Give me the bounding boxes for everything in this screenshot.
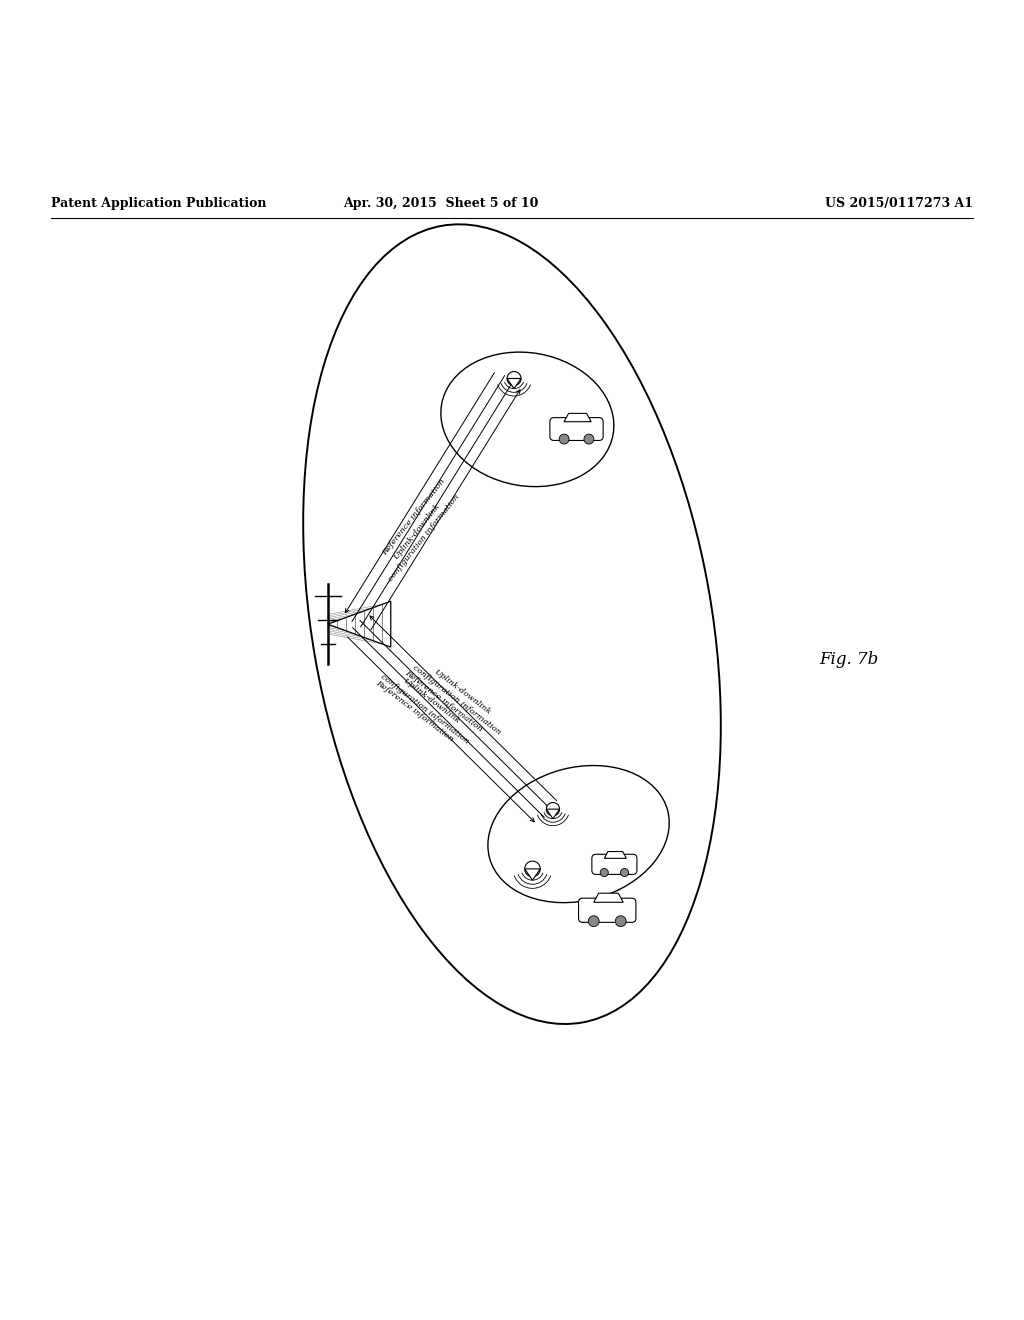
- Polygon shape: [524, 869, 541, 880]
- Text: Reference information: Reference information: [403, 668, 484, 733]
- Polygon shape: [564, 413, 591, 421]
- Polygon shape: [594, 894, 624, 903]
- FancyBboxPatch shape: [592, 854, 637, 874]
- Circle shape: [524, 861, 541, 876]
- FancyBboxPatch shape: [550, 417, 603, 441]
- Circle shape: [615, 916, 626, 927]
- Circle shape: [559, 434, 569, 444]
- Circle shape: [600, 869, 608, 876]
- Text: Uplink-downlink
configuration information: Uplink-downlink configuration informatio…: [411, 656, 508, 737]
- Circle shape: [584, 434, 594, 444]
- Text: Patent Application Publication: Patent Application Publication: [51, 197, 266, 210]
- Text: Fig. 7b: Fig. 7b: [819, 652, 879, 668]
- Text: US 2015/0117273 A1: US 2015/0117273 A1: [824, 197, 973, 210]
- Circle shape: [547, 803, 559, 816]
- Polygon shape: [604, 851, 627, 858]
- Text: Uplink-downlink
configuration information: Uplink-downlink configuration informatio…: [379, 665, 476, 744]
- Text: Reference information: Reference information: [381, 478, 447, 557]
- Text: Apr. 30, 2015  Sheet 5 of 10: Apr. 30, 2015 Sheet 5 of 10: [343, 197, 538, 210]
- Circle shape: [589, 916, 599, 927]
- Text: Reference information: Reference information: [374, 680, 455, 743]
- Polygon shape: [547, 809, 559, 818]
- Circle shape: [621, 869, 629, 876]
- Polygon shape: [507, 379, 521, 388]
- Circle shape: [507, 371, 521, 385]
- Text: Uplink-downlink
configuration information: Uplink-downlink configuration informatio…: [380, 487, 461, 582]
- FancyBboxPatch shape: [579, 898, 636, 923]
